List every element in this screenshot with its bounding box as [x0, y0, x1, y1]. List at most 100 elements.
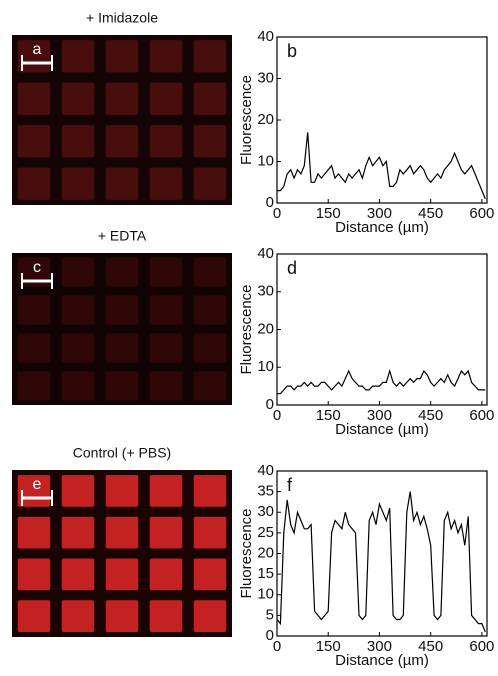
- plot-frame: [276, 253, 488, 406]
- pattern-square: [149, 516, 183, 549]
- pattern-square: [149, 125, 183, 158]
- pattern-square: [17, 295, 51, 325]
- x-tick-label: 600: [469, 205, 494, 222]
- y-tick-label: 0: [266, 194, 274, 211]
- pattern-square: [61, 125, 95, 158]
- pattern-square: [61, 333, 95, 363]
- pattern-square: [149, 82, 183, 115]
- y-tick-label: 30: [257, 503, 274, 520]
- y-tick-label: 20: [257, 544, 274, 561]
- x-tick-label: 450: [418, 638, 443, 655]
- image-title: + Imidazole: [86, 10, 158, 26]
- pattern-square: [105, 82, 139, 115]
- x-axis-label: Distance (µm): [335, 219, 429, 236]
- y-tick-label: 10: [257, 586, 274, 603]
- pattern-square: [149, 475, 183, 507]
- y-tick-label: 20: [257, 111, 274, 128]
- pattern-square: [105, 257, 139, 287]
- x-tick-label: 150: [316, 638, 341, 655]
- x-tick-label: 0: [273, 638, 281, 655]
- pattern-square: [149, 600, 183, 632]
- plot-frame: [276, 36, 488, 204]
- x-axis-label: Distance (µm): [335, 652, 429, 669]
- pattern-square: [149, 558, 183, 591]
- pattern-square: [149, 257, 183, 287]
- pattern-square: [193, 558, 227, 591]
- pattern-square: [149, 371, 183, 401]
- y-tick-label: 20: [257, 320, 274, 337]
- x-tick-label: 450: [418, 205, 443, 222]
- pattern-square: [17, 125, 51, 158]
- x-tick-label: 600: [469, 407, 494, 424]
- y-tick-label: 0: [266, 396, 274, 413]
- pattern-square: [149, 333, 183, 363]
- pattern-square: [61, 167, 95, 200]
- pattern-square: [193, 40, 227, 73]
- pattern-square: [193, 600, 227, 632]
- pattern-square: [17, 371, 51, 401]
- y-tick-label: 10: [257, 152, 274, 169]
- pattern-square: [17, 167, 51, 200]
- pattern-square: [61, 516, 95, 549]
- pattern-square: [17, 333, 51, 363]
- y-tick-label: 5: [266, 606, 274, 623]
- data-line: [276, 491, 486, 633]
- pattern-square: [105, 125, 139, 158]
- y-tick-label: 30: [257, 69, 274, 86]
- y-tick-label: 35: [257, 483, 274, 500]
- x-tick-label: 0: [273, 407, 281, 424]
- x-tick-label: 150: [316, 407, 341, 424]
- pattern-square: [193, 295, 227, 325]
- pattern-square: [149, 40, 183, 73]
- data-line: [277, 132, 486, 200]
- pattern-square: [193, 167, 227, 200]
- pattern-square: [17, 257, 51, 287]
- x-tick-label: 300: [367, 638, 392, 655]
- y-tick-label: 40: [257, 28, 274, 45]
- y-tick-label: 40: [257, 245, 274, 262]
- panel-label: b: [287, 41, 297, 61]
- pattern-square: [193, 125, 227, 158]
- pattern-square: [105, 371, 139, 401]
- pattern-square: [17, 82, 51, 115]
- pattern-square: [61, 475, 95, 507]
- pattern-square: [193, 516, 227, 549]
- image-title: Control (+ PBS): [73, 445, 171, 461]
- pattern-square: [17, 558, 51, 591]
- pattern-square: [61, 371, 95, 401]
- pattern-square: [105, 475, 139, 507]
- panel-label: e: [33, 476, 42, 493]
- pattern-square: [61, 257, 95, 287]
- pattern-square: [105, 333, 139, 363]
- pattern-square: [193, 475, 227, 507]
- y-axis-label: Fluorescence: [238, 508, 255, 598]
- x-tick-label: 300: [367, 407, 392, 424]
- pattern-square: [105, 167, 139, 200]
- x-tick-label: 300: [367, 205, 392, 222]
- plot-frame: [276, 470, 488, 637]
- pattern-square: [149, 295, 183, 325]
- x-tick-label: 600: [469, 638, 494, 655]
- x-tick-label: 450: [418, 407, 443, 424]
- pattern-square: [105, 40, 139, 73]
- pattern-square: [193, 82, 227, 115]
- panel-label: a: [33, 41, 42, 58]
- pattern-square: [105, 558, 139, 591]
- y-tick-label: 0: [266, 627, 274, 644]
- pattern-square: [61, 558, 95, 591]
- panel-label: c: [33, 259, 41, 276]
- pattern-square: [105, 516, 139, 549]
- y-tick-label: 40: [257, 462, 274, 479]
- y-tick-label: 30: [257, 283, 274, 300]
- x-axis-label: Distance (µm): [335, 421, 429, 438]
- y-tick-label: 15: [257, 565, 274, 582]
- pattern-square: [61, 40, 95, 73]
- x-tick-label: 150: [316, 205, 341, 222]
- pattern-square: [193, 257, 227, 287]
- data-line: [277, 368, 486, 395]
- y-axis-label: Fluorescence: [238, 284, 255, 374]
- panel-label: d: [287, 258, 297, 278]
- y-tick-label: 25: [257, 524, 274, 541]
- pattern-square: [17, 516, 51, 549]
